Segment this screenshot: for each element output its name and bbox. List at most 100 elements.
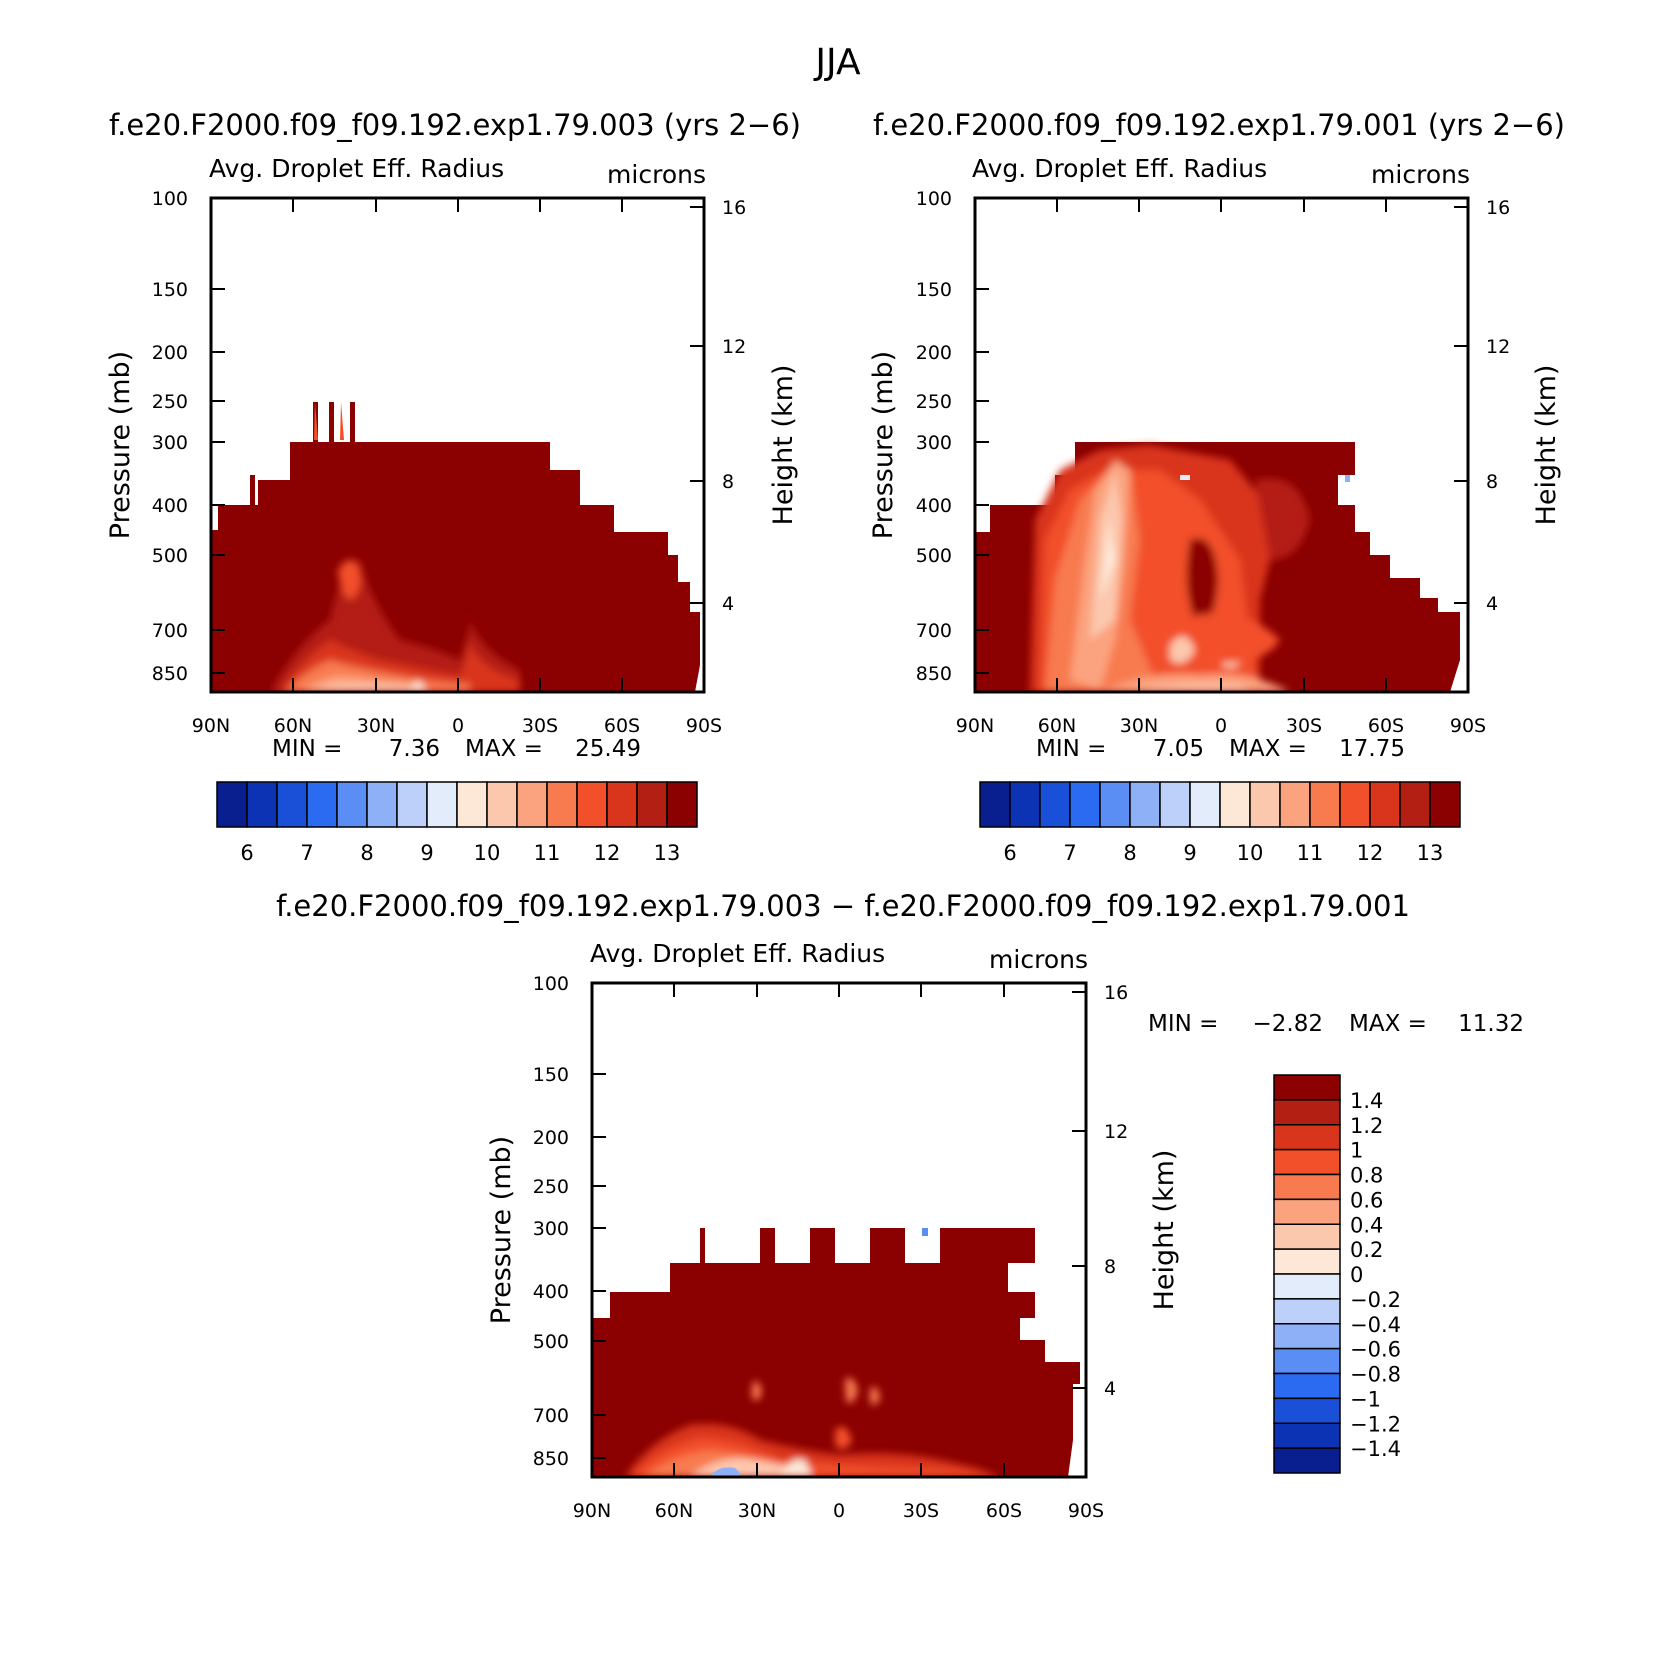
svg-text:100: 100 [533, 973, 569, 995]
svg-text:16: 16 [1486, 197, 1510, 219]
svg-text:0: 0 [452, 715, 464, 737]
svg-text:150: 150 [533, 1064, 569, 1086]
case-b-y-ticks: 100 150 200 250 300 400 500 700 850 [916, 188, 952, 685]
colorbar-swatch [1273, 1198, 1341, 1225]
colorbar-label: 8 [1123, 841, 1136, 865]
case-b-y2label: Height (km) [1531, 365, 1562, 526]
svg-text:200: 200 [916, 342, 952, 364]
colorbar-label: 0.2 [1350, 1238, 1383, 1262]
colorbar-swatch [1429, 781, 1461, 828]
colorbar-swatch [1273, 1074, 1341, 1101]
colorbar-swatch [1273, 1124, 1341, 1151]
colorbar-swatch [1159, 781, 1191, 828]
svg-text:4: 4 [722, 593, 734, 615]
colorbar-swatch [1219, 781, 1251, 828]
colorbar-swatch [1273, 1347, 1341, 1375]
colorbar-label: 13 [1417, 841, 1444, 865]
colorbar-label: −0.4 [1350, 1313, 1401, 1337]
colorbar-swatch [1273, 1372, 1341, 1400]
case-a-min-label: MIN = [272, 736, 342, 762]
diff-left-title: Avg. Droplet Eff. Radius [590, 939, 885, 968]
svg-text:30N: 30N [357, 715, 395, 737]
case-b-left-title: Avg. Droplet Eff. Radius [972, 154, 1267, 183]
colorbar-swatch [979, 781, 1011, 828]
colorbar-swatch [456, 781, 488, 828]
svg-text:30N: 30N [1120, 715, 1158, 737]
colorbar-swatch [216, 781, 248, 828]
colorbar-swatch [396, 781, 428, 828]
svg-text:60N: 60N [274, 715, 312, 737]
svg-text:250: 250 [152, 391, 188, 413]
case-a-left-title: Avg. Droplet Eff. Radius [209, 154, 504, 183]
colorbar-label: 0 [1350, 1263, 1363, 1287]
diff-axes [591, 982, 1087, 1477]
svg-text:12: 12 [1486, 336, 1510, 358]
colorbar-swatch [306, 781, 338, 828]
case-b-units: microns [1371, 160, 1470, 189]
colorbar-swatch [1273, 1397, 1341, 1424]
diff-max-label: MAX = [1349, 1011, 1427, 1037]
diff-y2-ticks: 16 12 8 4 [1104, 982, 1128, 1400]
svg-text:60S: 60S [604, 715, 640, 737]
colorbar-swatch [336, 781, 368, 828]
svg-text:300: 300 [152, 432, 188, 454]
colorbar-swatch [1273, 1273, 1341, 1300]
svg-text:500: 500 [916, 545, 952, 567]
diff-y2label: Height (km) [1149, 1150, 1180, 1311]
diff-ylabel: Pressure (mb) [486, 1136, 517, 1324]
colorbar-label: 0.8 [1350, 1164, 1383, 1188]
svg-text:400: 400 [152, 495, 188, 517]
colorbar-label: −1.2 [1350, 1412, 1401, 1436]
panel-difference: f.e20.F2000.f09_f09.192.exp1.79.003 − f.… [276, 889, 1524, 1522]
colorbar-swatch [1069, 781, 1101, 828]
colorbar-label: −0.8 [1350, 1363, 1401, 1387]
diff-max-value: 11.32 [1458, 1011, 1524, 1037]
colorbar-label: 1.4 [1350, 1089, 1383, 1113]
svg-text:90S: 90S [686, 715, 722, 737]
svg-text:30S: 30S [903, 1500, 939, 1522]
svg-text:16: 16 [1104, 982, 1128, 1004]
svg-text:500: 500 [152, 545, 188, 567]
svg-text:90N: 90N [956, 715, 994, 737]
case-a-units: microns [607, 160, 706, 189]
colorbar-swatch [546, 781, 578, 828]
colorbar-label: −1 [1350, 1387, 1381, 1411]
colorbar-swatch [1273, 1422, 1341, 1449]
case-a-title: f.e20.F2000.f09_f09.192.exp1.79.003 (yrs… [109, 108, 801, 142]
case-a-colorbar: 6 7 8 9 10 11 12 13 [216, 781, 698, 865]
case-b-x-ticks: 90N 60N 30N 0 30S 60S 90S [956, 715, 1486, 737]
colorbar-swatch [1273, 1173, 1341, 1201]
case-a-y2label: Height (km) [768, 365, 799, 526]
colorbar-label: −0.6 [1350, 1338, 1401, 1362]
case-a-min-value: 7.36 [389, 736, 440, 762]
colorbar-swatch [576, 781, 608, 828]
panel-case-b: f.e20.F2000.f09_f09.192.exp1.79.001 (yrs… [868, 108, 1565, 865]
svg-text:60S: 60S [1368, 715, 1404, 737]
svg-text:8: 8 [1104, 1256, 1116, 1278]
case-b-min-value: 7.05 [1153, 736, 1204, 762]
diff-colorbar: 1.41.210.80.60.40.20−0.2−0.4−0.6−0.8−1−1… [1273, 1074, 1401, 1474]
colorbar-label: 9 [1183, 841, 1196, 865]
colorbar-swatch [516, 781, 548, 828]
diff-contour-field [592, 1228, 1080, 1477]
case-b-axes [974, 197, 1469, 692]
case-b-contour-field [975, 442, 1460, 692]
svg-text:300: 300 [916, 432, 952, 454]
svg-text:60S: 60S [986, 1500, 1022, 1522]
svg-text:200: 200 [152, 342, 188, 364]
svg-text:100: 100 [916, 188, 952, 210]
colorbar-swatch [606, 781, 638, 828]
colorbar-label: 6 [1003, 841, 1016, 865]
svg-text:850: 850 [916, 663, 952, 685]
svg-text:200: 200 [533, 1127, 569, 1149]
colorbar-label: 11 [534, 841, 561, 865]
colorbar-label: 7 [1063, 841, 1076, 865]
diff-min-value: −2.82 [1253, 1011, 1323, 1037]
colorbar-swatch [1129, 781, 1161, 828]
case-a-max-label: MAX = [465, 736, 543, 762]
case-b-title: f.e20.F2000.f09_f09.192.exp1.79.001 (yrs… [873, 108, 1565, 142]
svg-text:60N: 60N [1038, 715, 1076, 737]
figure-title: JJA [813, 42, 861, 83]
diff-title: f.e20.F2000.f09_f09.192.exp1.79.003 − f.… [276, 889, 1410, 923]
